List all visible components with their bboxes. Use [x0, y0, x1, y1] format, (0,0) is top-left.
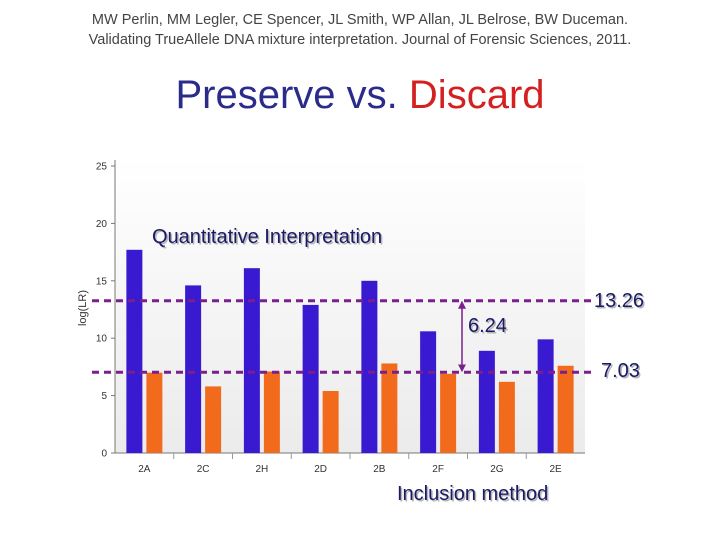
title-discard: Discard — [408, 73, 545, 117]
bar-preserve — [243, 268, 260, 453]
title-preserve: Preserve — [175, 73, 336, 117]
bar-discard — [146, 372, 163, 453]
y-tick-label: 15 — [96, 276, 108, 287]
y-axis-label: log(LR) — [77, 290, 89, 326]
annotation-difference: 6.24 — [468, 315, 507, 337]
bar-preserve — [302, 304, 319, 453]
x-tick-label: 2E — [550, 464, 563, 475]
y-tick-label: 10 — [96, 334, 108, 345]
x-tick-label: 2A — [138, 464, 151, 475]
bar-discard — [440, 373, 457, 453]
x-tick-label: 2H — [255, 464, 268, 475]
bar-discard — [205, 386, 222, 453]
annotation-inclusion-method: Inclusion method — [397, 483, 548, 505]
annotation-value-upper: 13.26 — [594, 290, 644, 312]
y-tick-label: 20 — [96, 219, 108, 230]
bar-discard — [557, 365, 574, 453]
x-tick-label: 2B — [373, 464, 386, 475]
bar-preserve — [537, 339, 554, 453]
annotation-value-upper-shadow: 13.26 — [596, 292, 646, 314]
title-vs: vs. — [346, 73, 398, 117]
bar-preserve — [126, 249, 143, 453]
citation-line-2: Validating TrueAllele DNA mixture interp… — [88, 32, 632, 48]
bar-preserve — [361, 280, 378, 453]
x-tick-label: 2C — [197, 464, 210, 475]
x-tick-label: 2D — [314, 464, 327, 475]
annotation-difference-shadow: 6.24 — [470, 317, 509, 339]
annotation-value-lower-shadow: 7.03 — [603, 362, 642, 384]
x-tick-label: 2F — [432, 464, 444, 475]
citation: MW Perlin, MM Legler, CE Spencer, JL Smi… — [0, 10, 720, 50]
bar-discard — [381, 363, 398, 453]
slide-title: Preserve vs. Discard — [0, 70, 720, 120]
y-tick-label: 0 — [101, 449, 107, 460]
y-tick-label: 25 — [96, 162, 108, 173]
annotation-quantitative-interpretation: Quantitative Interpretation — [152, 226, 382, 248]
y-tick-label: 5 — [101, 391, 107, 402]
bar-preserve — [185, 285, 202, 453]
annotation-inclusion-method-shadow: Inclusion method — [399, 485, 550, 507]
bar-preserve — [420, 331, 437, 453]
x-tick-label: 2G — [490, 464, 504, 475]
bar-discard — [322, 391, 339, 453]
citation-line-1: MW Perlin, MM Legler, CE Spencer, JL Smi… — [91, 12, 629, 28]
bar-preserve — [478, 350, 495, 453]
bar-discard — [498, 381, 515, 453]
bar-discard — [263, 371, 280, 453]
annotation-value-lower: 7.03 — [601, 360, 640, 382]
annotation-quantitative-interpretation-shadow: Quantitative Interpretation — [154, 228, 384, 250]
